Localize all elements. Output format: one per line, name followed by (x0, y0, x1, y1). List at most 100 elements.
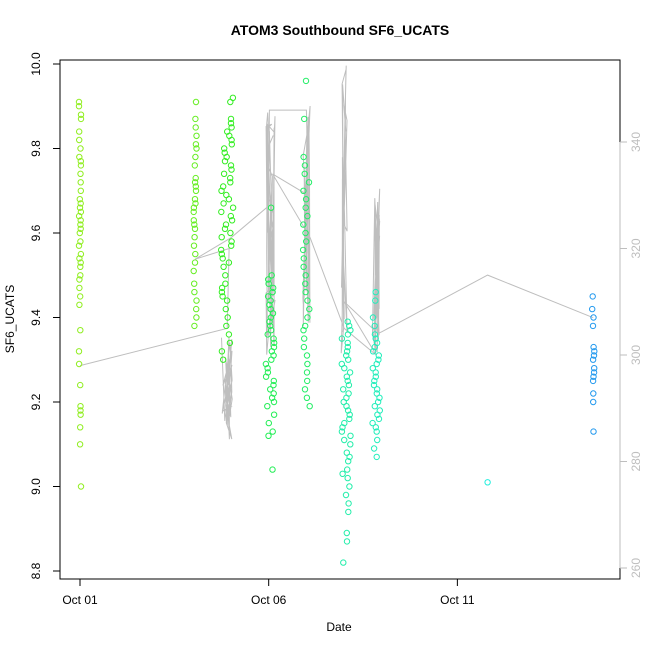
data-point (347, 327, 354, 334)
data-point (193, 145, 200, 152)
data-point (589, 305, 596, 313)
data-point (218, 234, 225, 241)
right-y-tick-label: 320 (629, 238, 643, 258)
data-point (371, 331, 379, 338)
data-point (265, 280, 272, 287)
data-point (342, 491, 350, 499)
data-point (219, 293, 226, 300)
data-point (301, 115, 308, 123)
data-point (77, 424, 84, 431)
data-point (224, 314, 231, 321)
data-point (270, 343, 278, 351)
data-point (304, 297, 311, 304)
data-point (190, 208, 197, 216)
data-point (222, 272, 229, 279)
data-point (76, 284, 83, 292)
data-point (193, 314, 200, 321)
data-point (590, 373, 597, 380)
data-point (192, 153, 199, 161)
x-tick-label: Oct 11 (440, 593, 475, 607)
data-point (306, 305, 313, 313)
data-point (590, 314, 597, 321)
y-tick-label: 9.0 (29, 478, 43, 495)
data-point (262, 360, 270, 368)
data-point (345, 458, 352, 465)
data-point (190, 267, 197, 275)
data-point (340, 386, 347, 393)
data-point (266, 318, 273, 325)
data-point (219, 255, 226, 262)
data-point (220, 356, 227, 363)
data-point (220, 183, 227, 190)
data-point (300, 263, 307, 270)
data-point (300, 153, 307, 161)
data-point (224, 128, 231, 135)
data-point (346, 415, 353, 423)
data-point (76, 136, 83, 144)
x-axis: Oct 01 Oct 06 Oct 11 (62, 578, 475, 607)
data-point (191, 196, 199, 203)
data-point (264, 365, 271, 372)
data-point (301, 170, 308, 178)
data-point (218, 288, 226, 296)
data-point (369, 348, 377, 355)
data-point (375, 356, 382, 363)
data-point (77, 200, 84, 207)
data-point (303, 394, 311, 401)
data-point (484, 479, 491, 486)
data-point (267, 204, 275, 211)
data-point (341, 419, 348, 427)
data-point (267, 305, 274, 313)
plot-frame (59, 59, 621, 580)
data-point (590, 369, 598, 376)
data-point (191, 225, 199, 233)
data-point (191, 322, 198, 330)
data-point (77, 111, 85, 118)
data-point (373, 453, 380, 461)
data-point (218, 284, 226, 292)
data-point (77, 483, 85, 490)
data-point (375, 415, 383, 423)
data-point (302, 229, 309, 237)
data-point (346, 322, 353, 330)
data-point (370, 445, 378, 452)
data-point (301, 162, 309, 169)
data-point (75, 98, 83, 106)
data-point (371, 377, 378, 385)
data-point (76, 441, 84, 448)
data-point (304, 314, 311, 321)
data-point (344, 343, 351, 351)
data-point (223, 297, 231, 304)
data-point (343, 348, 351, 355)
data-point (270, 390, 277, 397)
data-point (303, 369, 311, 376)
data-point (372, 297, 379, 304)
data-point (77, 381, 84, 389)
data-point (591, 365, 598, 372)
data-point (192, 124, 199, 131)
data-point (220, 200, 227, 207)
data-point (589, 356, 597, 363)
data-point (375, 352, 382, 359)
data-point (191, 162, 199, 169)
data-point (372, 373, 379, 380)
data-point (75, 103, 83, 110)
data-point (270, 284, 277, 292)
data-point (193, 305, 200, 313)
data-point (226, 339, 234, 347)
data-point (76, 255, 83, 262)
data-point (343, 352, 350, 359)
data-point (302, 322, 309, 330)
data-point (76, 276, 83, 283)
data-point (191, 280, 198, 287)
data-point (228, 166, 235, 173)
data-point (191, 221, 198, 228)
data-point (75, 360, 83, 368)
data-point (228, 238, 235, 245)
data-point (77, 238, 84, 245)
data-point (77, 115, 85, 123)
data-point (77, 250, 85, 258)
data-point (369, 419, 376, 427)
data-point (302, 77, 310, 85)
